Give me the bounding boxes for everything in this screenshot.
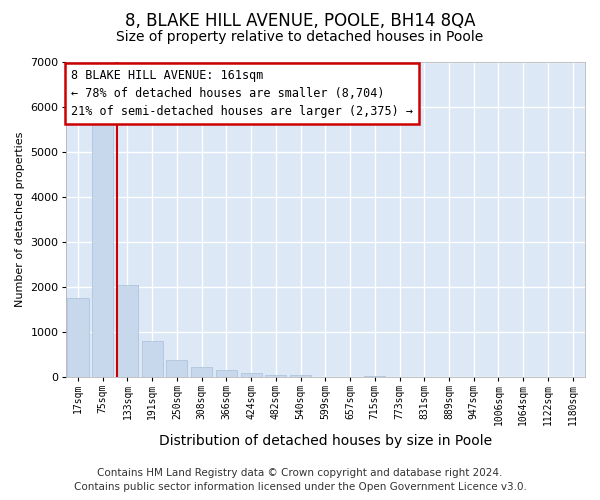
Bar: [191, 366, 212, 377]
Y-axis label: Number of detached properties: Number of detached properties: [15, 132, 25, 307]
Bar: [290, 375, 311, 377]
Bar: [117, 284, 138, 377]
Bar: [92, 118, 113, 377]
Bar: [241, 372, 262, 377]
Bar: [216, 370, 237, 377]
Bar: [166, 360, 187, 377]
Bar: [67, 298, 89, 377]
Text: Size of property relative to detached houses in Poole: Size of property relative to detached ho…: [116, 30, 484, 44]
Text: Contains HM Land Registry data © Crown copyright and database right 2024.
Contai: Contains HM Land Registry data © Crown c…: [74, 468, 526, 492]
Bar: [364, 376, 385, 377]
Text: 8, BLAKE HILL AVENUE, POOLE, BH14 8QA: 8, BLAKE HILL AVENUE, POOLE, BH14 8QA: [125, 12, 475, 30]
X-axis label: Distribution of detached houses by size in Poole: Distribution of detached houses by size …: [159, 434, 492, 448]
Bar: [265, 375, 286, 377]
Bar: [142, 341, 163, 377]
Text: 8 BLAKE HILL AVENUE: 161sqm
← 78% of detached houses are smaller (8,704)
21% of : 8 BLAKE HILL AVENUE: 161sqm ← 78% of det…: [71, 70, 413, 118]
